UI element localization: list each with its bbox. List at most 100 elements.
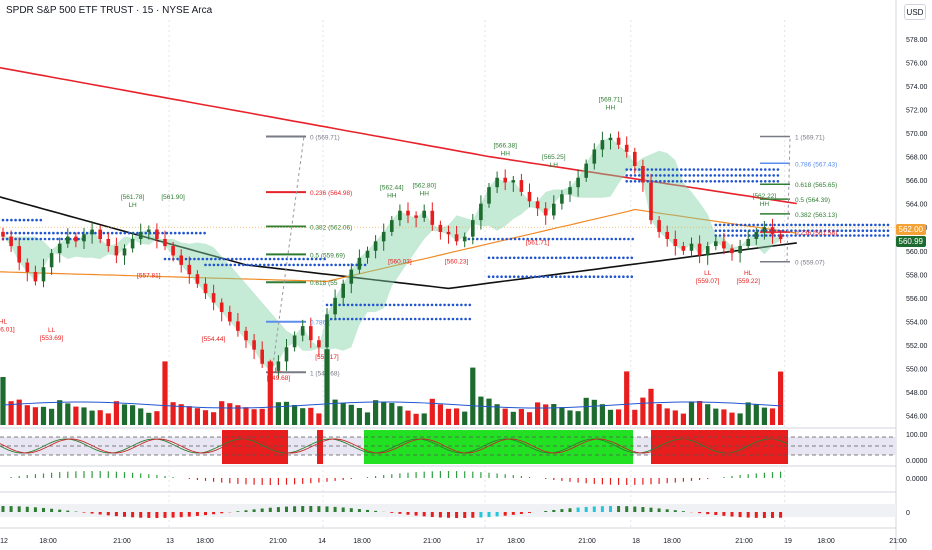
candle [495, 171, 499, 194]
volume-bar [551, 404, 557, 425]
x-tick-label: 18 [632, 538, 640, 545]
hist-bar [503, 512, 507, 516]
hist-bar [252, 509, 256, 512]
volume-bar [364, 412, 371, 425]
swing-label: LL [275, 367, 283, 374]
hist-bar [447, 512, 450, 518]
swing-label: [561.78] [121, 194, 145, 201]
hist-bar [479, 512, 483, 518]
volume-bar [445, 408, 452, 425]
hist-bar [139, 512, 143, 518]
volume-bar [535, 402, 541, 425]
candle [584, 159, 588, 182]
swing-label: HH [387, 193, 397, 200]
stoch-zone-oversold [651, 430, 788, 464]
candle [754, 227, 759, 245]
volume-bar [526, 412, 533, 425]
x-tick-label: 18:00 [39, 538, 57, 545]
hist-bar [625, 506, 629, 512]
volume-bar [397, 406, 403, 425]
volume-bar [65, 403, 71, 425]
candle [317, 336, 321, 357]
candle [195, 270, 200, 288]
fib-left-label: 0.786 ( [310, 320, 331, 327]
x-tick-label: 13 [166, 538, 174, 545]
hist-bar [746, 512, 750, 518]
dotted-level-5 [325, 303, 472, 307]
swing-label: LH [550, 162, 559, 169]
volume-bar [640, 397, 646, 425]
candle [454, 225, 459, 246]
volume-bar [624, 371, 630, 425]
volume-bar [518, 409, 524, 425]
dotted-level-0 [1, 231, 206, 235]
hist-bar [171, 512, 175, 518]
candle [519, 173, 524, 197]
volume-bar [632, 409, 638, 425]
stoch-d-line [0, 438, 789, 454]
volume-bar [49, 408, 55, 425]
fib-right-label: 0.5 (564.39) [795, 197, 830, 204]
y-tick-label: 574.00 [906, 84, 928, 91]
candle [608, 133, 613, 150]
volume-bar [267, 361, 273, 425]
hist-bar [463, 512, 467, 518]
y-tick-label: 566.00 [906, 178, 928, 185]
candle [649, 174, 653, 225]
swing-label: HH [420, 190, 430, 197]
hist-bar [325, 506, 329, 512]
x-tick-label: 21:00 [889, 538, 907, 545]
hist-bar [187, 512, 191, 517]
candle [762, 220, 767, 240]
candle [236, 313, 240, 337]
y-tick-label: 550.00 [906, 366, 928, 373]
hist-bar [706, 512, 710, 515]
candle [422, 204, 426, 222]
stoch-axis-label: 0.0000 [906, 458, 928, 465]
hist-bar [374, 510, 378, 512]
hist-bar [212, 512, 216, 515]
swing-label: LL [48, 327, 56, 334]
candle [17, 237, 21, 271]
volume-bar [121, 404, 128, 425]
y-tick-label: 572.00 [906, 107, 928, 114]
volume-bar [89, 410, 95, 425]
volume-bar [721, 409, 727, 425]
candle [33, 265, 38, 286]
swing-label: [560.23] [445, 258, 469, 265]
volume-bar [219, 401, 225, 425]
candle [543, 202, 548, 225]
candle [187, 256, 192, 284]
currency-button[interactable]: USD [904, 4, 926, 20]
candle [284, 338, 289, 371]
fib-right-trend [786, 136, 791, 262]
volume-bar [567, 410, 573, 425]
hist-bar [617, 506, 621, 512]
volume-bar [478, 396, 484, 425]
volume-bar [300, 408, 306, 425]
dotted-level-6 [325, 317, 472, 321]
volume-bar [211, 412, 217, 425]
volume-bar [73, 406, 79, 425]
swing-label: [561.90] [161, 194, 185, 201]
volume-bar [40, 406, 47, 425]
hist-bar [406, 512, 410, 515]
hist-bar [276, 507, 280, 512]
candle [479, 195, 483, 230]
hist-bar [204, 512, 207, 516]
volume-bar [502, 408, 508, 425]
volume-bar [186, 406, 192, 425]
volume-bar [57, 400, 63, 425]
hist-bar [576, 507, 580, 512]
hist-bar [698, 512, 702, 514]
swing-label: LL [704, 270, 712, 277]
volume-bar [413, 413, 419, 425]
candle [503, 169, 507, 191]
hist-bar [754, 512, 758, 518]
x-tick-label: 18:00 [196, 538, 214, 545]
swing-label: [559.07] [696, 278, 720, 285]
dotted-level-12 [625, 180, 780, 183]
x-tick-label: 17 [476, 538, 484, 545]
price-tag-last: 560.99 [895, 236, 926, 247]
